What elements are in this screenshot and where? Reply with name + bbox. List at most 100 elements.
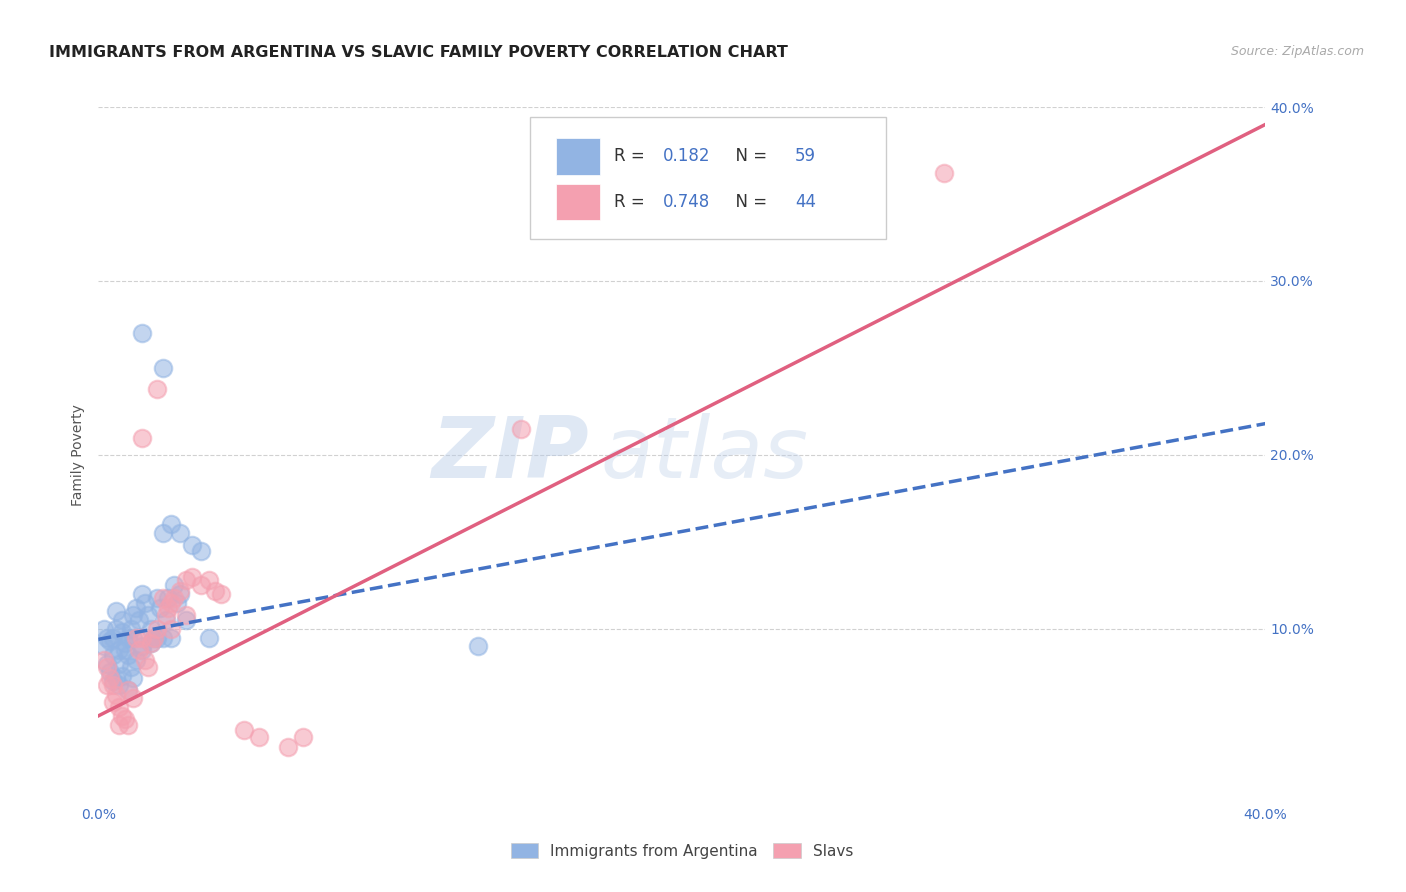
Point: [198, 573, 221, 587]
Point: [104, 605, 127, 619]
Point: [160, 517, 183, 532]
Point: [134, 653, 156, 667]
Point: [139, 636, 162, 650]
Point: [163, 591, 186, 605]
Point: [98, 671, 121, 685]
FancyBboxPatch shape: [555, 138, 600, 175]
Point: [104, 671, 127, 685]
Point: [131, 326, 153, 340]
Point: [122, 671, 145, 685]
Point: [128, 642, 150, 657]
Text: 0.748: 0.748: [664, 193, 710, 211]
Point: [160, 596, 183, 610]
Point: [108, 717, 131, 731]
Point: [131, 642, 153, 657]
Point: [169, 587, 191, 601]
Point: [125, 653, 148, 667]
Point: [98, 665, 121, 680]
Point: [157, 601, 180, 615]
FancyBboxPatch shape: [530, 118, 886, 239]
Text: ZIP: ZIP: [430, 413, 589, 497]
Point: [163, 578, 186, 592]
Point: [104, 688, 127, 702]
Point: [114, 642, 136, 657]
Point: [146, 631, 169, 645]
Point: [111, 625, 134, 640]
Text: 44: 44: [796, 193, 815, 211]
Point: [139, 622, 162, 636]
Legend: Immigrants from Argentina, Slavs: Immigrants from Argentina, Slavs: [505, 837, 859, 864]
Point: [180, 538, 202, 552]
Point: [209, 587, 232, 601]
Point: [122, 607, 145, 622]
Point: [146, 382, 169, 396]
Point: [117, 682, 139, 697]
Point: [96, 657, 118, 671]
Point: [96, 677, 118, 691]
Point: [247, 730, 270, 744]
Point: [198, 631, 221, 645]
Point: [114, 712, 136, 726]
Point: [125, 631, 148, 645]
Point: [291, 730, 314, 744]
Point: [934, 166, 956, 180]
Point: [122, 691, 145, 706]
Point: [152, 631, 174, 645]
Point: [155, 613, 177, 627]
Point: [98, 634, 121, 648]
Point: [117, 631, 139, 645]
Point: [152, 591, 174, 605]
Point: [142, 631, 165, 645]
Text: 59: 59: [796, 147, 815, 165]
Point: [149, 601, 172, 615]
Point: [111, 613, 134, 627]
Point: [136, 607, 159, 622]
Point: [131, 587, 153, 601]
Point: [166, 596, 188, 610]
Point: [155, 607, 177, 622]
Point: [108, 642, 131, 657]
Point: [134, 596, 156, 610]
Point: [139, 636, 162, 650]
Point: [160, 631, 183, 645]
Point: [108, 677, 131, 691]
Point: [125, 601, 148, 615]
Point: [101, 631, 124, 645]
Text: atlas: atlas: [600, 413, 808, 497]
Point: [114, 636, 136, 650]
Point: [160, 622, 183, 636]
Point: [157, 591, 180, 605]
Point: [131, 631, 153, 645]
Point: [180, 570, 202, 584]
Point: [111, 708, 134, 723]
Point: [101, 677, 124, 691]
Point: [131, 430, 153, 444]
Point: [169, 583, 191, 598]
Point: [96, 660, 118, 674]
Text: Source: ZipAtlas.com: Source: ZipAtlas.com: [1230, 45, 1364, 58]
Point: [169, 526, 191, 541]
Point: [117, 648, 139, 662]
Point: [467, 639, 489, 653]
Point: [277, 740, 299, 755]
Text: IMMIGRANTS FROM ARGENTINA VS SLAVIC FAMILY POVERTY CORRELATION CHART: IMMIGRANTS FROM ARGENTINA VS SLAVIC FAMI…: [49, 45, 789, 60]
Text: R =: R =: [614, 147, 650, 165]
Text: R =: R =: [614, 193, 650, 211]
Point: [101, 674, 124, 689]
Point: [120, 622, 142, 636]
Point: [101, 648, 124, 662]
Point: [146, 622, 169, 636]
Point: [174, 573, 197, 587]
Point: [233, 723, 256, 737]
Point: [190, 578, 212, 592]
Point: [101, 695, 124, 709]
Point: [190, 543, 212, 558]
FancyBboxPatch shape: [555, 184, 600, 219]
Point: [122, 631, 145, 645]
Text: 0.182: 0.182: [664, 147, 711, 165]
Point: [510, 422, 533, 436]
Point: [174, 613, 197, 627]
Point: [108, 700, 131, 714]
Point: [120, 660, 142, 674]
Point: [108, 657, 131, 671]
